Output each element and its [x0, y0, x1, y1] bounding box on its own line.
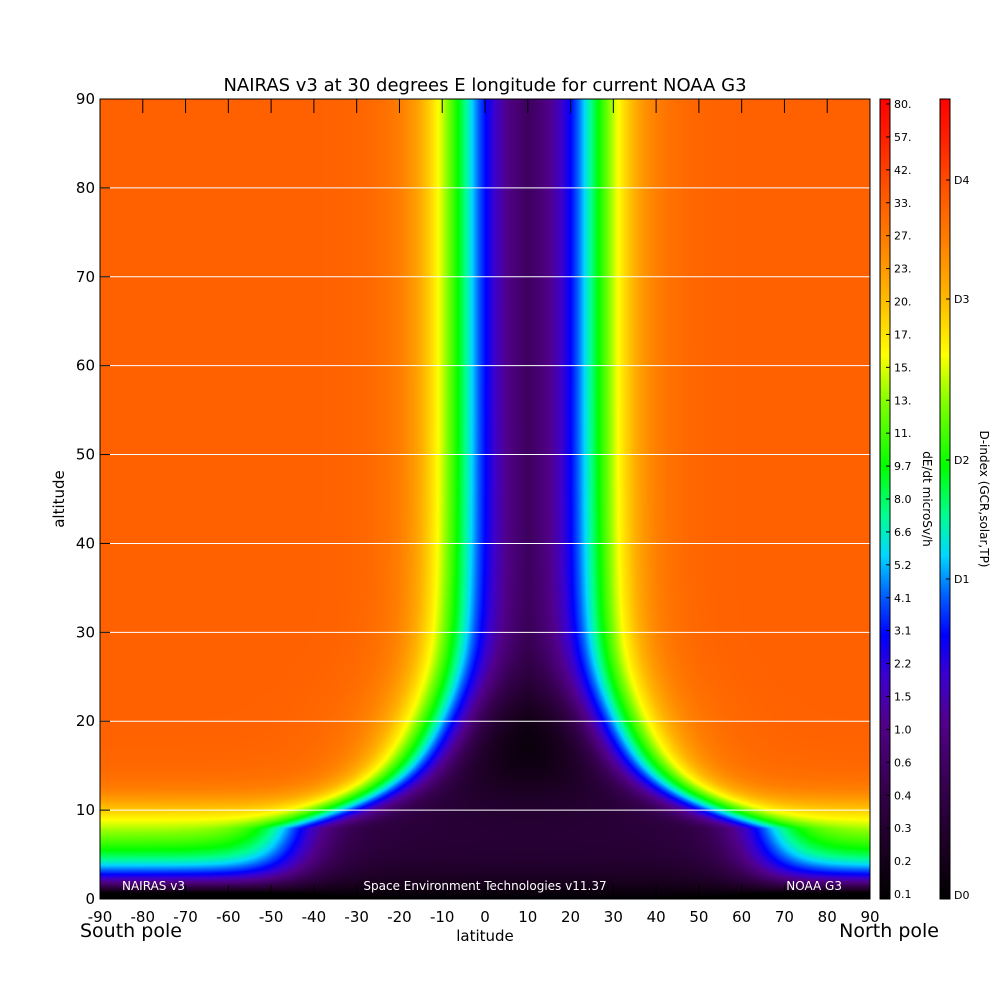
dindex-tick-label: D1 — [954, 573, 969, 586]
dose-tick-label: 0.3 — [894, 822, 912, 835]
y-tick-label: 70 — [76, 268, 95, 286]
dose-tick-label: 3.1 — [894, 625, 912, 638]
dose-tick-label: 42. — [894, 164, 912, 177]
dose-tick-label: 5.2 — [894, 559, 912, 572]
y-tick-label: 80 — [76, 179, 95, 197]
y-tick-label: 50 — [76, 446, 95, 464]
dose-tick-label: 15. — [894, 361, 912, 374]
y-tick-label: 60 — [76, 357, 95, 375]
y-tick-label: 40 — [76, 534, 95, 552]
dindex-colorbar-label: D-index (GCR,solar,TP) — [977, 430, 991, 567]
dose-tick-label: 9.7 — [894, 460, 912, 473]
dose-colorbar-ticks: 80. 57. 42. 33. 27. 23. 20. 17. 15. 13. 11. 9.7 8.0 6… — [886, 98, 912, 901]
grid-lines — [100, 187, 870, 811]
x-tick-label: 90 — [860, 908, 879, 926]
dose-colorbar-label: dE/dt microSv/h — [920, 451, 934, 546]
dose-tick-label: 0.1 — [894, 888, 912, 901]
y-axis: 0 10 20 30 40 50 60 70 80 90 — [76, 90, 110, 908]
y-tick-label: 20 — [76, 712, 95, 730]
heatmap-field — [100, 99, 870, 899]
dose-tick-label: 8.0 — [894, 493, 912, 506]
dose-tick-label: 80. — [894, 98, 912, 111]
x-tick-label: -70 — [173, 908, 198, 926]
north-pole-label: North pole — [839, 920, 939, 942]
dose-tick-label: 1.5 — [894, 691, 912, 704]
y-tick-label: 90 — [76, 90, 95, 108]
dindex-tick-label: D4 — [954, 174, 969, 187]
dose-tick-label: 57. — [894, 131, 912, 144]
x-tick-label: 0 — [480, 908, 490, 926]
x-axis: -90 -80 -70 -60 -50 -40 -30 -20 -10 0 10 20 30 40 50 60… — [88, 99, 880, 926]
x-tick-label: 60 — [732, 908, 751, 926]
footer-center-label: Space Environment Technologies v11.37 — [363, 879, 606, 893]
y-tick-label: 0 — [85, 890, 95, 908]
dindex-tick-label: D0 — [954, 889, 969, 902]
x-tick-label: -10 — [430, 908, 455, 926]
dose-tick-label: 1.0 — [894, 723, 912, 736]
y-tick-label: 10 — [76, 801, 95, 819]
dose-tick-label: 13. — [894, 394, 912, 407]
y-axis-label: altitude — [50, 470, 68, 528]
dose-tick-label: 0.4 — [894, 789, 912, 802]
dindex-tick-label: D2 — [954, 454, 969, 467]
dindex-tick-label: D3 — [954, 293, 969, 306]
dose-tick-label: 11. — [894, 427, 912, 440]
footer-right-label: NOAA G3 — [786, 879, 842, 893]
x-tick-label: 30 — [604, 908, 623, 926]
dose-tick-label: 6.6 — [894, 526, 912, 539]
dose-tick-label: 4.1 — [894, 592, 912, 605]
footer-left-label: NAIRAS v3 — [122, 879, 185, 893]
dindex-colorbar-ticks: D4 D3 D2 D1 D0 — [946, 174, 969, 902]
x-tick-label: -40 — [302, 908, 327, 926]
x-tick-label: 20 — [561, 908, 580, 926]
x-tick-label: 70 — [775, 908, 794, 926]
dose-tick-label: 0.2 — [894, 855, 912, 868]
dose-tick-label: 2.2 — [894, 658, 912, 671]
x-tick-label: -90 — [88, 908, 113, 926]
x-axis-label: latitude — [456, 927, 514, 945]
x-tick-label: 40 — [647, 908, 666, 926]
dose-tick-label: 23. — [894, 263, 912, 276]
x-tick-label: 50 — [689, 908, 708, 926]
south-pole-label: South pole — [80, 920, 182, 942]
x-tick-label: -60 — [216, 908, 241, 926]
y-tick-label: 30 — [76, 623, 95, 641]
x-tick-label: -20 — [387, 908, 412, 926]
x-tick-label: 80 — [818, 908, 837, 926]
dose-tick-label: 20. — [894, 296, 912, 309]
dindex-colorbar — [939, 98, 951, 900]
chart-title: NAIRAS v3 at 30 degrees E longitude for … — [223, 75, 746, 96]
x-tick-label: -80 — [131, 908, 156, 926]
dose-tick-label: 33. — [894, 197, 912, 210]
x-tick-label: 10 — [518, 908, 537, 926]
dose-tick-label: 17. — [894, 328, 912, 341]
dose-tick-label: 27. — [894, 230, 912, 243]
dose-tick-label: 0.6 — [894, 756, 912, 769]
x-tick-label: -50 — [259, 908, 284, 926]
x-tick-label: -30 — [344, 908, 369, 926]
